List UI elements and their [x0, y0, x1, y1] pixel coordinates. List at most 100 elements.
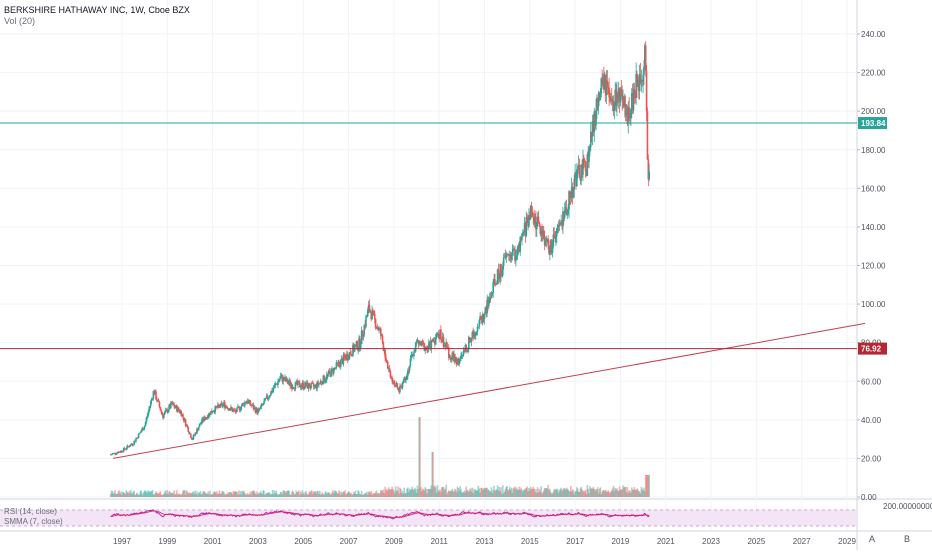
candle-body	[305, 382, 308, 387]
candle-body	[608, 87, 610, 98]
candle-body	[514, 249, 516, 261]
volume-bar	[109, 493, 112, 497]
volume-bar	[319, 490, 321, 497]
volume-bar	[192, 491, 195, 497]
volume-bar	[209, 490, 211, 497]
volume-bar	[267, 492, 270, 497]
candle-body	[136, 437, 138, 439]
volume-bar	[442, 486, 445, 497]
volume-bar	[135, 494, 137, 497]
volume-bar	[258, 493, 261, 497]
volume-bar	[458, 490, 461, 497]
volume-bar	[559, 489, 562, 497]
volume-bar	[611, 488, 614, 497]
candle-body	[434, 337, 437, 345]
volume-bar	[142, 491, 145, 497]
volume-bar	[358, 491, 360, 497]
candle-body	[183, 417, 185, 421]
candle-body	[555, 236, 557, 239]
candle-body	[516, 247, 519, 256]
volume-bar	[379, 492, 381, 497]
candle-body	[577, 164, 580, 170]
volume-bar	[237, 490, 240, 497]
volume-bar	[607, 490, 610, 497]
candle-body	[474, 332, 476, 336]
candle-body	[334, 367, 337, 369]
volume-bar	[206, 493, 209, 497]
candle-body	[156, 399, 158, 401]
x-tick-label: 2001	[204, 537, 222, 546]
candle-body	[487, 299, 489, 306]
candle-body	[278, 380, 280, 382]
volume-bar	[152, 494, 155, 497]
candle-body	[159, 406, 162, 411]
volume-bar	[314, 491, 317, 497]
volume-bar	[632, 490, 635, 497]
volume-bar	[441, 487, 443, 497]
volume-bar	[433, 486, 435, 497]
candle-body	[642, 75, 644, 82]
candle-body	[152, 391, 155, 399]
candle-body	[435, 333, 438, 338]
volume-bar	[181, 493, 183, 497]
candle-body	[191, 439, 194, 441]
candle-body	[332, 367, 335, 374]
volume-bar	[608, 491, 610, 497]
auto-scale-button[interactable]: A	[868, 534, 875, 544]
candle-body	[202, 418, 204, 422]
candle-body	[316, 381, 318, 389]
volume-bar	[136, 492, 138, 497]
volume-bar	[414, 489, 417, 497]
volume-bar	[164, 490, 167, 497]
candle-body	[300, 386, 303, 388]
volume-bar	[427, 489, 430, 497]
volume-bar	[456, 486, 459, 497]
volume-bar	[138, 494, 141, 497]
candle-body	[257, 410, 259, 414]
volume-bar	[507, 490, 509, 497]
volume-bar	[120, 491, 122, 497]
volume-bar	[636, 488, 638, 497]
volume-bar	[126, 491, 129, 497]
volume-bar	[544, 488, 547, 497]
volume-bar	[128, 491, 130, 497]
volume-bar	[589, 486, 591, 497]
candle-body	[551, 246, 554, 253]
volume-bar	[200, 494, 203, 497]
volume-bar	[110, 490, 113, 497]
candle-body	[536, 216, 539, 223]
volume-bar	[227, 494, 230, 497]
volume-bar	[307, 494, 310, 497]
candle-body	[343, 354, 346, 358]
volume-bar	[393, 493, 396, 497]
y-tick-label: 220.00	[861, 69, 886, 78]
candle-body	[390, 377, 393, 378]
candle-body	[109, 454, 112, 456]
candle-body	[556, 225, 559, 229]
candle-body	[145, 418, 148, 423]
volume-bar	[198, 492, 201, 497]
candle-body	[278, 378, 281, 381]
volume-bar	[311, 490, 313, 497]
candle-body	[542, 230, 544, 235]
x-tick-label: 2029	[838, 537, 856, 546]
volume-bar	[600, 494, 603, 497]
volume-bar	[366, 491, 368, 497]
candle-body	[112, 453, 115, 454]
log-scale-button[interactable]: B	[903, 534, 910, 544]
volume-bar	[161, 494, 163, 497]
volume-bar	[416, 485, 419, 497]
candle-body	[407, 370, 410, 372]
candle-body	[236, 407, 238, 412]
volume-bar	[567, 489, 569, 497]
candle-body	[356, 341, 359, 351]
candle-body	[589, 146, 591, 149]
candle-body	[627, 107, 630, 125]
candle-body	[583, 161, 586, 163]
candle-body	[242, 403, 244, 404]
candle-body	[153, 391, 156, 395]
volume-bar	[452, 490, 454, 497]
volume-bar	[233, 491, 236, 497]
